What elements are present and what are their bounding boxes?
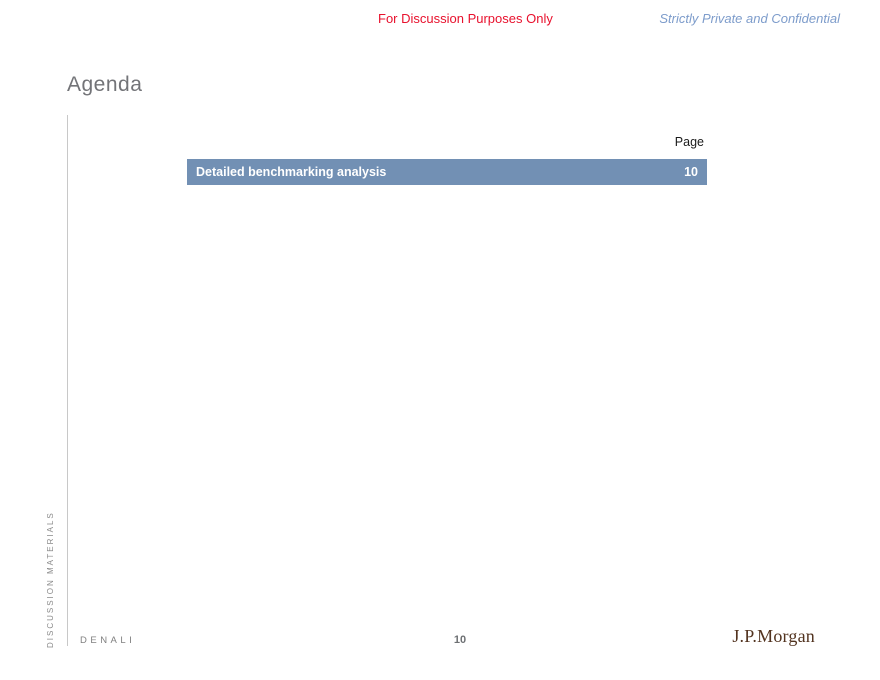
agenda-item-row[interactable]: Detailed benchmarking analysis 10 bbox=[187, 159, 707, 185]
footer-page-number: 10 bbox=[453, 634, 467, 646]
confidential-notice: Strictly Private and Confidential bbox=[659, 11, 840, 26]
agenda-item-page-number: 10 bbox=[684, 165, 698, 179]
page-title: Agenda bbox=[67, 73, 143, 96]
jpmorgan-logo: J.P.Morgan bbox=[732, 626, 815, 646]
left-vertical-divider bbox=[67, 115, 68, 646]
page-column-header: Page bbox=[674, 135, 704, 149]
sidebar-vertical-label: DISCUSSION MATERIALS bbox=[46, 511, 55, 648]
discussion-purposes-notice: For Discussion Purposes Only bbox=[378, 11, 553, 26]
project-name-label: DENALI bbox=[80, 635, 136, 646]
agenda-item-label: Detailed benchmarking analysis bbox=[196, 165, 387, 179]
